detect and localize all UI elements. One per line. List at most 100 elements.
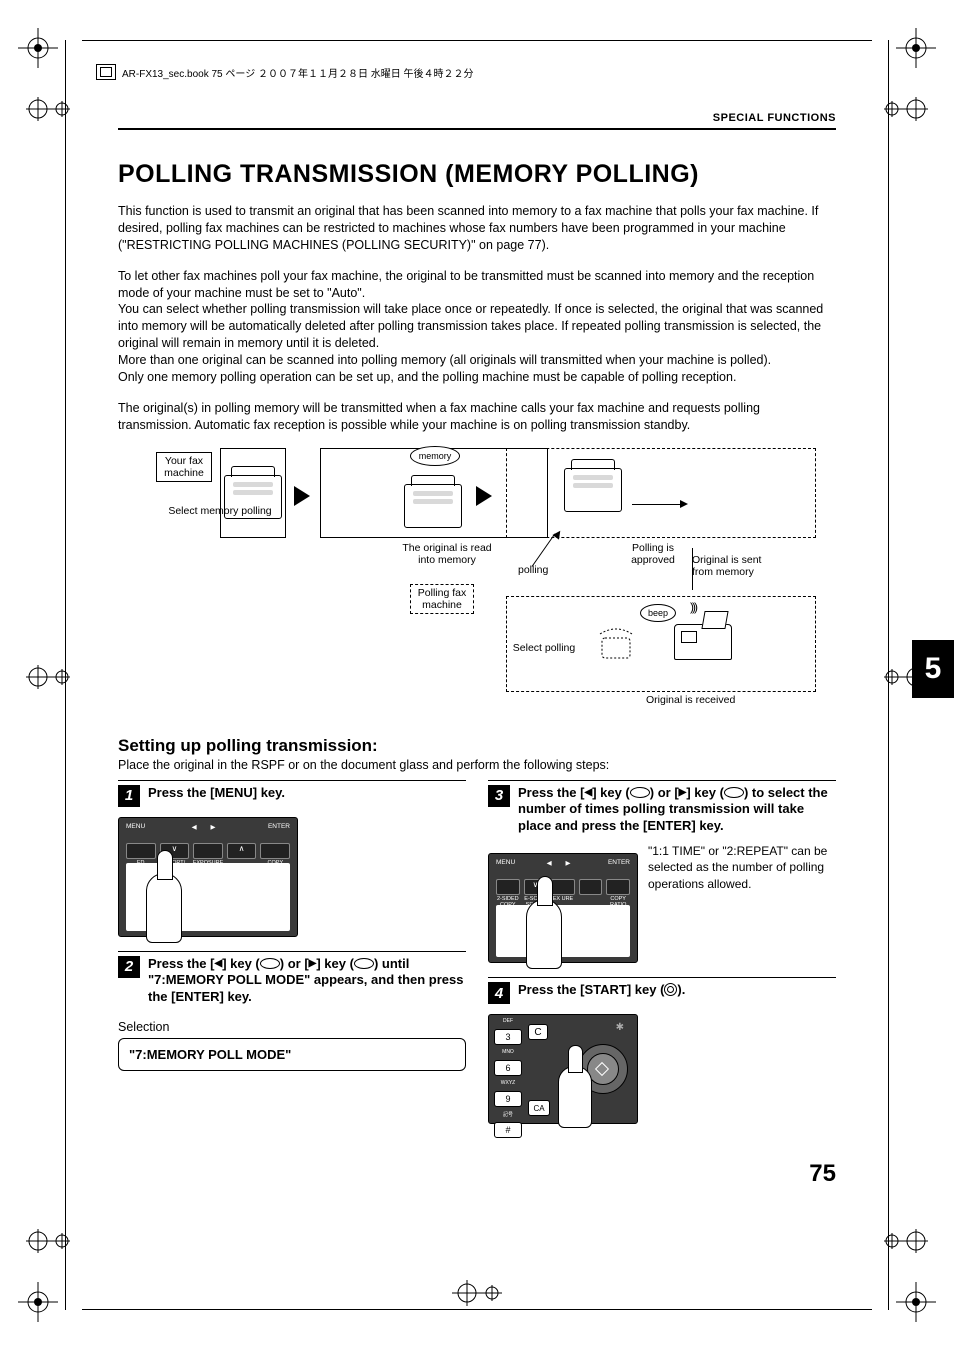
- polling-diagram: Your fax machine Select memory polling m…: [156, 448, 836, 718]
- regmark-r1: [884, 94, 928, 124]
- kp-mno: MNO: [494, 1049, 522, 1056]
- diag-vline: [692, 548, 693, 590]
- diag-line-polling: [532, 533, 556, 566]
- oval-button-icon-2: [354, 958, 374, 969]
- diag-select-memory: Select memory polling: [156, 505, 284, 517]
- steps-col-left: 1 Press the [MENU] key. MENU◀ ▶ENTER ∨∧ …: [118, 780, 466, 1139]
- page-number: 75: [809, 1160, 836, 1188]
- kp-c: C: [528, 1024, 548, 1040]
- diag-select-polling: Select polling: [504, 642, 584, 654]
- panel-illustration-2: MENU◀ ▶ENTER ∨ 2-SIDED COPYE-SORT/ SP.FU…: [488, 853, 638, 963]
- s2-b: ] key (: [222, 956, 260, 971]
- regmark-bc: [452, 1276, 502, 1310]
- step-4-title: Press the [START] key ().: [518, 982, 685, 999]
- running-head: SPECIAL FUNCTIONS: [118, 112, 836, 124]
- step-1-title: Press the [MENU] key.: [148, 785, 285, 802]
- kp-wxyz: WXYZ: [494, 1080, 522, 1087]
- header-rule: [118, 128, 836, 130]
- s3-c: ) or [: [650, 785, 679, 800]
- finger-icon: [146, 873, 182, 943]
- kp-ca: CA: [528, 1100, 550, 1116]
- step-4: 4 Press the [START] key (). DEF 3 MNO 6 …: [488, 977, 836, 1124]
- step-1-number: 1: [118, 785, 140, 807]
- oval-button-icon-3: [630, 787, 650, 798]
- lbl-menu-2: MENU: [496, 859, 515, 867]
- selection-label: Selection: [118, 1020, 466, 1034]
- diag-region-top3: [506, 448, 816, 538]
- s4-b: ).: [677, 982, 685, 997]
- finger-icon-2: [526, 899, 562, 969]
- telephone-icon: [596, 624, 636, 664]
- diag-polling-fax: Polling fax machine: [410, 584, 474, 614]
- book-info-text: AR-FX13_sec.book 75 ページ ２００７年１１月２８日 水曜日 …: [122, 65, 474, 80]
- finger-icon-3: [558, 1066, 592, 1128]
- sound-lines-icon: ))): [690, 600, 696, 614]
- arrow-icon: [294, 486, 310, 506]
- step-2-title: Press the [◀] key () or [▶] key () until…: [148, 956, 466, 1007]
- s3-d: ] key (: [686, 785, 724, 800]
- regmark-l2: [26, 662, 70, 692]
- diag-mfp1: [220, 448, 286, 538]
- page-content: SPECIAL FUNCTIONS POLLING TRANSMISSION (…: [118, 112, 836, 1138]
- book-info-bar: AR-FX13_sec.book 75 ページ ２００７年１１月２８日 水曜日 …: [96, 64, 474, 80]
- cropmark-br: [896, 1282, 936, 1322]
- chapter-tab: 5: [912, 640, 954, 698]
- oval-button-icon-4: [724, 787, 744, 798]
- left-arrow-icon-2: ◀: [584, 786, 592, 799]
- lbl-enter-2: ENTER: [608, 859, 630, 867]
- page-title: POLLING TRANSMISSION (MEMORY POLLING): [118, 160, 836, 189]
- kp-def: DEF: [494, 1018, 522, 1025]
- s2-d: ] key (: [316, 956, 354, 971]
- arrow-icon-2: [476, 486, 492, 506]
- step-4-number: 4: [488, 982, 510, 1004]
- intro-p2b: You can select whether polling transmiss…: [118, 301, 836, 352]
- step-3: 3 Press the [◀] key () or [▶] key () to …: [488, 780, 836, 964]
- selection-box: "7:MEMORY POLL MODE": [118, 1038, 466, 1071]
- intro-p2c: More than one original can be scanned in…: [118, 352, 836, 369]
- lbl-enter: ENTER: [268, 823, 290, 831]
- mfp-icon-2: [404, 484, 462, 528]
- intro-p3: The original(s) in polling memory will b…: [118, 400, 836, 434]
- kp-sym: 記号: [494, 1111, 522, 1118]
- step-3-side-text: "1:1 TIME" or "2:REPEAT" can be selected…: [648, 843, 836, 892]
- intro-p2d: Only one memory polling operation can be…: [118, 369, 836, 386]
- right-arrow-icon: ▶: [309, 957, 317, 970]
- diag-orig-sent: Original is sent from memory: [692, 554, 788, 578]
- steps-col-right: 3 Press the [◀] key () or [▶] key () to …: [488, 780, 836, 1139]
- regmark-l3: [26, 1226, 70, 1256]
- kp-6: 6: [494, 1060, 522, 1076]
- steps-container: 1 Press the [MENU] key. MENU◀ ▶ENTER ∨∧ …: [118, 780, 836, 1139]
- kp-3: 3: [494, 1029, 522, 1045]
- s3-a: Press the [: [518, 785, 584, 800]
- fax-icon: [674, 624, 732, 660]
- left-arrow-icon: ◀: [214, 957, 222, 970]
- cropmark-bl: [18, 1282, 58, 1322]
- step-3-title: Press the [◀] key () or [▶] key () to se…: [518, 785, 836, 836]
- diag-beep: beep: [640, 604, 676, 622]
- s4-a: Press the [START] key (: [518, 982, 664, 997]
- status-led-icon: ✱: [616, 1022, 624, 1033]
- cropmark-tr: [896, 28, 936, 68]
- diag-your-fax: Your fax machine: [156, 452, 212, 482]
- diag-approved: Polling is approved: [618, 542, 688, 566]
- keypad-illustration: DEF 3 MNO 6 WXYZ 9 記号 # C CA ✱: [488, 1014, 638, 1124]
- oval-button-icon: [260, 958, 280, 969]
- regmark-r3: [884, 1226, 928, 1256]
- step-1: 1 Press the [MENU] key. MENU◀ ▶ENTER ∨∧ …: [118, 780, 466, 937]
- diag-received: Original is received: [646, 694, 735, 706]
- book-icon: [96, 64, 116, 80]
- diag-memory-oval: memory: [410, 446, 460, 466]
- s2-a: Press the [: [148, 956, 214, 971]
- step-2-number: 2: [118, 956, 140, 978]
- kp-9: 9: [494, 1091, 522, 1107]
- s2-c: ) or [: [280, 956, 309, 971]
- cropmark-tl: [18, 28, 58, 68]
- arrowhead-icon-2: [680, 500, 688, 508]
- right-arrow-icon-2: ▶: [679, 786, 687, 799]
- diag-read: The original is read into memory: [392, 542, 502, 566]
- lead-text: Place the original in the RSPF or on the…: [118, 758, 836, 772]
- subheading: Setting up polling transmission:: [118, 736, 836, 756]
- regmark-l1: [26, 94, 70, 124]
- intro-p1: This function is used to transmit an ori…: [118, 203, 836, 254]
- step-2: 2 Press the [◀] key () or [▶] key () unt…: [118, 951, 466, 1072]
